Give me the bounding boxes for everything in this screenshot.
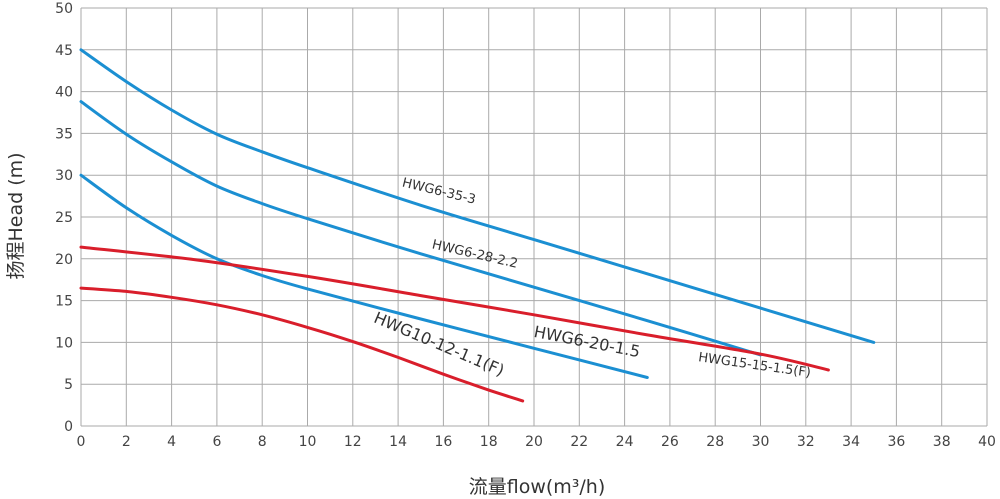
x-tick-label: 4 bbox=[167, 434, 176, 450]
x-tick-label: 34 bbox=[842, 434, 860, 450]
x-tick-label: 28 bbox=[706, 434, 724, 450]
x-tick-label: 12 bbox=[344, 434, 362, 450]
series-lines bbox=[79, 48, 876, 403]
series-line-hwg6-20-1-5 bbox=[79, 173, 649, 379]
series-line-hwg10-12-1-1f bbox=[79, 286, 525, 403]
x-tick-label: 0 bbox=[77, 434, 86, 450]
series-line-hwg15-15-1-5f bbox=[79, 245, 830, 372]
x-axis-title: 流量flow(m³/h) bbox=[469, 476, 606, 498]
x-tick-label: 32 bbox=[797, 434, 815, 450]
y-tick-label: 30 bbox=[55, 168, 73, 184]
x-tick-label: 8 bbox=[258, 434, 267, 450]
series-label: HWG6-20-1.5 bbox=[532, 322, 641, 361]
x-tick-label: 6 bbox=[212, 434, 221, 450]
x-tick-label: 24 bbox=[616, 434, 634, 450]
x-tick-label: 40 bbox=[978, 434, 996, 450]
x-tick-label: 22 bbox=[570, 434, 588, 450]
y-tick-label: 45 bbox=[55, 43, 73, 59]
y-axis-title: 扬程Head (m) bbox=[5, 152, 27, 279]
y-tick-label: 50 bbox=[55, 1, 73, 17]
x-tick-label: 30 bbox=[752, 434, 770, 450]
x-tick-label: 20 bbox=[525, 434, 543, 450]
series-label: HWG15-15-1.5(F) bbox=[697, 350, 811, 381]
x-tick-label: 16 bbox=[434, 434, 452, 450]
y-tick-label: 40 bbox=[55, 85, 73, 101]
y-tick-label: 20 bbox=[55, 252, 73, 268]
y-tick-label: 15 bbox=[55, 294, 73, 310]
y-tick-label: 35 bbox=[55, 126, 73, 142]
x-tick-label: 18 bbox=[480, 434, 498, 450]
y-tick-label: 5 bbox=[64, 377, 73, 393]
grid bbox=[80, 7, 988, 427]
y-tick-label: 0 bbox=[64, 419, 73, 435]
x-tick-label: 38 bbox=[933, 434, 951, 450]
x-tick-label: 2 bbox=[122, 434, 131, 450]
x-tick-label: 14 bbox=[389, 434, 407, 450]
axis-ticks: 0 2 4 6 8 10 12 14 16 18 20 22 24 26 28 30 32 34 36 38 40051… bbox=[55, 1, 996, 450]
x-tick-label: 26 bbox=[661, 434, 679, 450]
y-tick-label: 25 bbox=[55, 210, 73, 226]
y-tick-label: 10 bbox=[55, 335, 73, 351]
series-line-hwg6-28-2-2 bbox=[79, 100, 762, 357]
series-line-hwg6-35-3 bbox=[79, 48, 876, 344]
x-tick-label: 10 bbox=[299, 434, 317, 450]
x-tick-label: 36 bbox=[887, 434, 905, 450]
series-label: HWG10-12-1.1(F) bbox=[371, 308, 507, 380]
